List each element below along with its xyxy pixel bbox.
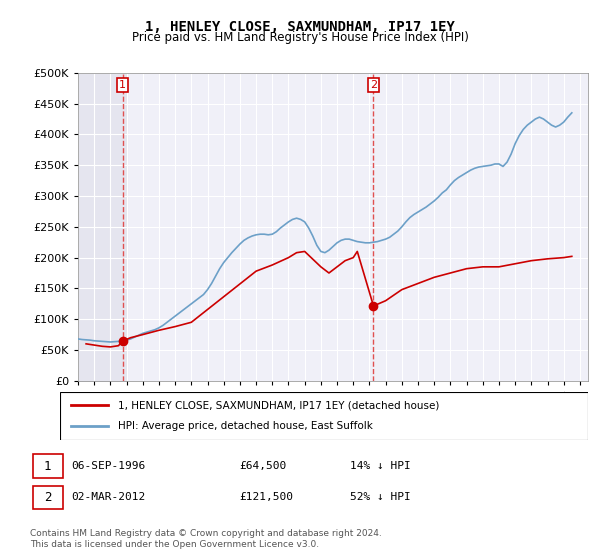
Text: Price paid vs. HM Land Registry's House Price Index (HPI): Price paid vs. HM Land Registry's House …: [131, 31, 469, 44]
FancyBboxPatch shape: [60, 392, 588, 440]
Text: HPI: Average price, detached house, East Suffolk: HPI: Average price, detached house, East…: [118, 421, 373, 431]
Text: 1: 1: [119, 80, 126, 90]
Text: £64,500: £64,500: [240, 461, 287, 471]
Text: 52% ↓ HPI: 52% ↓ HPI: [350, 492, 411, 502]
Text: 1: 1: [44, 460, 52, 473]
Text: Contains HM Land Registry data © Crown copyright and database right 2024.
This d: Contains HM Land Registry data © Crown c…: [30, 529, 382, 549]
Text: 2: 2: [44, 491, 52, 504]
FancyBboxPatch shape: [33, 486, 63, 509]
Text: 1, HENLEY CLOSE, SAXMUNDHAM, IP17 1EY: 1, HENLEY CLOSE, SAXMUNDHAM, IP17 1EY: [145, 20, 455, 34]
Text: 02-MAR-2012: 02-MAR-2012: [71, 492, 146, 502]
Text: 2: 2: [370, 80, 377, 90]
FancyBboxPatch shape: [33, 454, 63, 478]
Text: 14% ↓ HPI: 14% ↓ HPI: [350, 461, 411, 471]
Text: £121,500: £121,500: [240, 492, 294, 502]
Text: 1, HENLEY CLOSE, SAXMUNDHAM, IP17 1EY (detached house): 1, HENLEY CLOSE, SAXMUNDHAM, IP17 1EY (d…: [118, 400, 439, 410]
Text: 06-SEP-1996: 06-SEP-1996: [71, 461, 146, 471]
